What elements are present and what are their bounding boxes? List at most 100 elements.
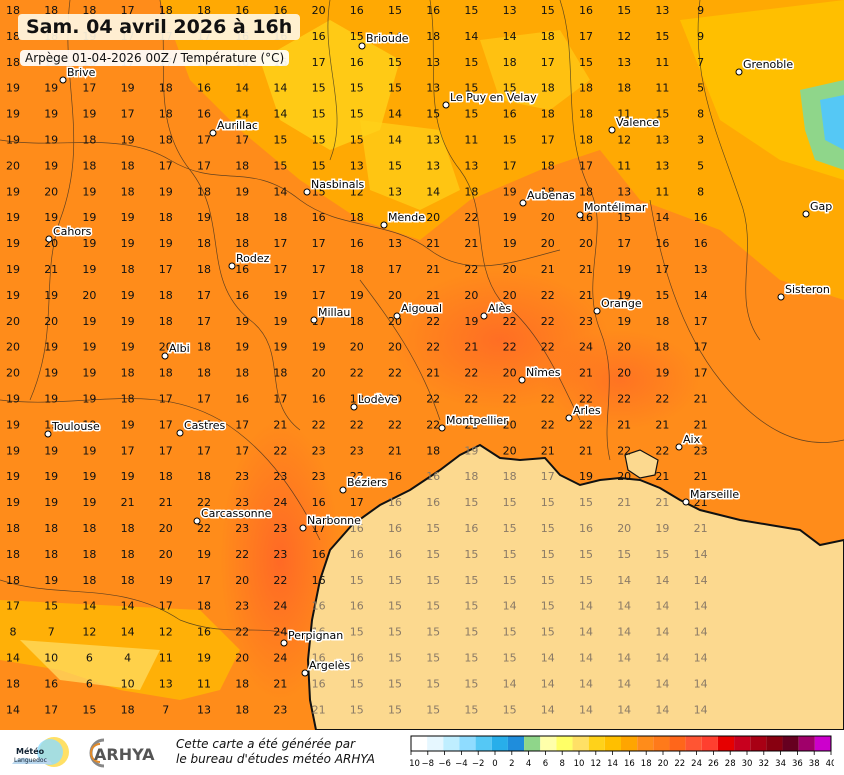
grid-value: 17 — [197, 574, 211, 587]
grid-value: 5 — [697, 82, 704, 95]
grid-value: 16 — [350, 4, 364, 17]
grid-value: 16 — [694, 211, 708, 224]
grid-value: 16 — [350, 548, 364, 561]
grid-value: 15 — [350, 108, 364, 121]
city-label: Perpignan — [288, 629, 343, 642]
grid-value: 18 — [82, 522, 96, 535]
grid-value: 17 — [655, 263, 669, 276]
grid-value: 18 — [235, 677, 249, 690]
grid-value: 19 — [44, 470, 58, 483]
colorbar-swatch — [798, 736, 815, 751]
grid-value: 15 — [503, 574, 517, 587]
grid-value: 21 — [464, 237, 478, 250]
grid-value: 15 — [426, 108, 440, 121]
grid-value: 18 — [541, 108, 555, 121]
grid-value: 18 — [579, 185, 593, 198]
grid-value: 22 — [617, 393, 631, 406]
grid-value: 17 — [6, 600, 20, 613]
colorbar-tick-label: 2 — [509, 759, 514, 769]
grid-value: 17 — [121, 108, 135, 121]
grid-value: 14 — [694, 289, 708, 302]
temperature-map: 18 18 18 17 18 18 16 16 20 16 15 16 15 13 15 16 15 13 9 18 1… — [0, 0, 844, 730]
grid-value: 14 — [6, 703, 20, 716]
grid-value: 15 — [464, 4, 478, 17]
grid-value: 15 — [426, 574, 440, 587]
grid-value: 13 — [426, 82, 440, 95]
grid-value: 15 — [82, 703, 96, 716]
grid-value: 15 — [388, 4, 402, 17]
grid-value: 18 — [197, 185, 211, 198]
city-label: Montélimar — [584, 201, 647, 214]
grid-value: 15 — [350, 574, 364, 587]
grid-value: 6 — [86, 677, 93, 690]
grid-value: 22 — [197, 522, 211, 535]
grid-value: 19 — [159, 237, 173, 250]
grid-value: 14 — [655, 211, 669, 224]
grid-value: 14 — [617, 652, 631, 665]
grid-value: 15 — [426, 522, 440, 535]
grid-value: 16 — [350, 600, 364, 613]
grid-value: 14 — [273, 82, 287, 95]
grid-value: 16 — [312, 496, 326, 509]
grid-value: 20 — [503, 367, 517, 380]
grid-value: 15 — [388, 159, 402, 172]
grid-value: 19 — [82, 418, 96, 431]
grid-value: 17 — [197, 444, 211, 457]
grid-value: 20 — [159, 341, 173, 354]
footer-note-line2: le bureau d'études météo ARHYA — [176, 752, 376, 766]
grid-value: 14 — [503, 30, 517, 43]
grid-value: 19 — [44, 289, 58, 302]
grid-value: 21 — [121, 496, 135, 509]
grid-value: 18 — [159, 470, 173, 483]
grid-value: 15 — [388, 600, 402, 613]
grid-value: 20 — [235, 574, 249, 587]
grid-value: 16 — [503, 108, 517, 121]
grid-value: 15 — [426, 548, 440, 561]
grid-value: 16 — [350, 652, 364, 665]
grid-value: 14 — [694, 626, 708, 639]
etang-de-berre — [624, 449, 659, 479]
grid-value: 14 — [617, 626, 631, 639]
grid-value: 14 — [579, 626, 593, 639]
grid-value: 21 — [273, 677, 287, 690]
grid-value: 18 — [655, 341, 669, 354]
city-label: Nasbinals — [311, 178, 365, 191]
grid-value: 17 — [197, 393, 211, 406]
grid-value: 19 — [235, 185, 249, 198]
city-marker: Nîmes — [518, 365, 562, 384]
city-label: Aurillac — [217, 119, 258, 132]
grid-value: 19 — [617, 263, 631, 276]
grid-value: 14 — [426, 185, 440, 198]
grid-value: 10 — [44, 652, 58, 665]
grid-value: 15 — [273, 159, 287, 172]
grid-value: 14 — [503, 600, 517, 613]
grid-value: 18 — [197, 600, 211, 613]
grid-value: 15 — [655, 289, 669, 302]
grid-value: 15 — [655, 548, 669, 561]
grid-value: 20 — [541, 237, 555, 250]
grid-value: 18 — [159, 4, 173, 17]
city-marker: Argelès — [301, 658, 352, 677]
city-dot — [480, 312, 488, 320]
grid-value: 19 — [159, 574, 173, 587]
grid-value: 21 — [312, 703, 326, 716]
city-markers: Brioude Brive Grenoble Le Puy en Velay Auril… — [44, 31, 834, 677]
grid-value: 18 — [235, 367, 249, 380]
grid-value: 18 — [82, 574, 96, 587]
grid-value: 17 — [694, 315, 708, 328]
grid-value: 14 — [388, 134, 402, 147]
grid-value: 14 — [579, 677, 593, 690]
logo-meteo-text: Météo — [16, 746, 45, 756]
city-dot — [299, 524, 307, 532]
grid-value: 21 — [694, 393, 708, 406]
grid-value: 15 — [503, 134, 517, 147]
grid-value: 14 — [235, 108, 249, 121]
city-label: Cahors — [53, 225, 92, 238]
city-dot — [519, 199, 527, 207]
city-label: Lodève — [358, 393, 398, 406]
grid-value: 20 — [617, 470, 631, 483]
grid-value: 18 — [579, 134, 593, 147]
grid-value: 16 — [312, 393, 326, 406]
grid-value: 21 — [273, 418, 287, 431]
grid-value: 19 — [579, 470, 593, 483]
